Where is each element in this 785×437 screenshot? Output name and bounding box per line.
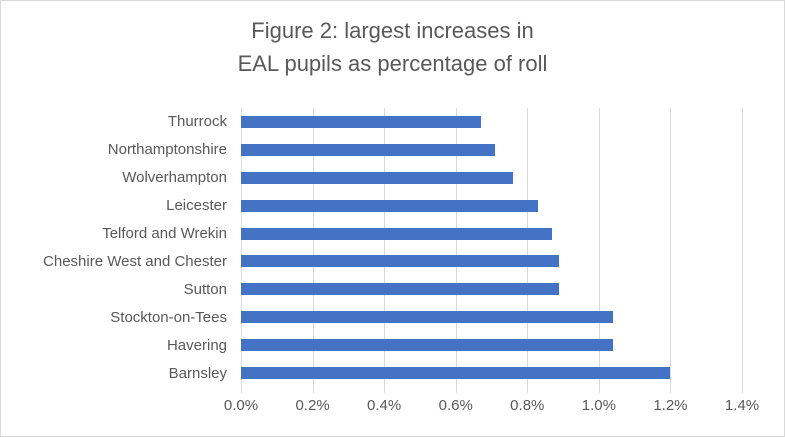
gridline <box>455 108 457 393</box>
gridline <box>384 108 386 393</box>
category-label: Havering <box>166 336 227 354</box>
x-tick-label: 0.4% <box>367 397 402 414</box>
category-label: Sutton <box>183 280 227 298</box>
gridline <box>670 108 672 393</box>
x-tick-label: 1.0% <box>581 397 616 414</box>
category-label: Northamptonshire <box>107 141 227 159</box>
chart-title: Figure 2: largest increases in EAL pupil… <box>1 14 784 80</box>
gridline <box>241 108 242 393</box>
gridline <box>742 108 743 393</box>
gridline <box>312 108 314 393</box>
category-label: Leicester <box>166 197 227 215</box>
category-axis: Thurrock Northamptonshire Wolverhampton Lei… <box>1 108 234 387</box>
x-tick-label: 0.0% <box>223 397 259 414</box>
category-label: Stockton-on-Tees <box>110 308 227 326</box>
category-label: Wolverhampton <box>122 169 227 187</box>
bar <box>241 339 614 352</box>
x-tick-label: 0.6% <box>438 397 473 414</box>
chart-title-line-1: Figure 2: largest increases in <box>251 18 534 43</box>
category-label: Telford and Wrekin <box>102 225 227 243</box>
bar <box>241 115 481 128</box>
value-axis: 0.0% 0.2% 0.4% 0.6% 0.8% 1.0% 1.2% 1.4% <box>224 397 759 417</box>
bar <box>241 227 553 240</box>
plot-area <box>241 108 743 393</box>
x-tick-label: 1.4% <box>724 397 760 414</box>
bar <box>241 367 671 380</box>
category-label: Cheshire West and Chester <box>43 252 227 270</box>
x-tick-label: 1.2% <box>653 397 688 414</box>
bar <box>241 311 614 324</box>
gridline <box>527 108 529 393</box>
bar <box>241 171 513 184</box>
bar <box>241 199 539 212</box>
bar <box>241 283 560 296</box>
category-label: Thurrock <box>167 113 227 131</box>
bar <box>241 143 496 156</box>
chart-title-line-2: EAL pupils as percentage of roll <box>237 51 548 76</box>
bar <box>241 255 560 268</box>
x-tick-label: 0.2% <box>295 397 330 414</box>
category-label: Barnsley <box>168 364 227 382</box>
gridline <box>598 108 600 393</box>
x-tick-label: 0.8% <box>510 397 545 414</box>
